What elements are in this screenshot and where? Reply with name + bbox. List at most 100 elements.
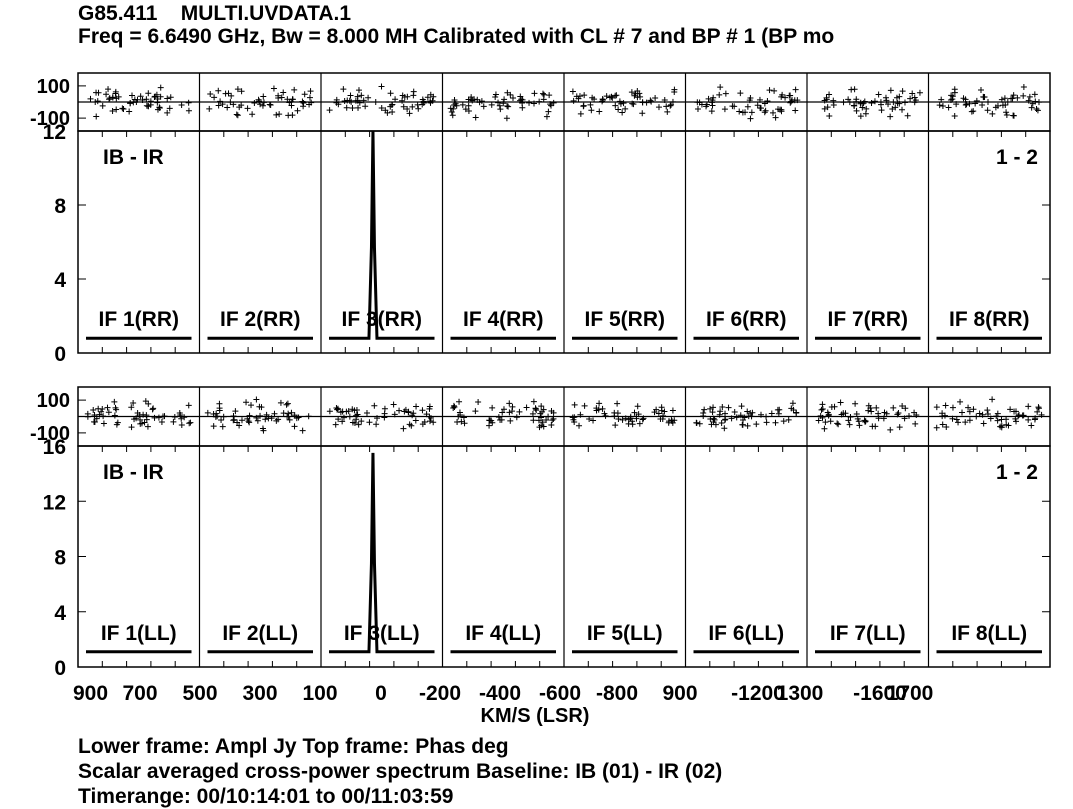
phase-point [540, 406, 547, 413]
phase-point [1025, 416, 1032, 423]
phase-point [337, 409, 344, 416]
phase-point [371, 402, 378, 409]
amp-spectrum-line [329, 452, 435, 654]
phase-point [840, 99, 847, 106]
phase-point [1010, 112, 1017, 119]
phase-point [462, 106, 469, 113]
phase-point [862, 418, 869, 425]
phase-point [360, 97, 367, 104]
phase-point [448, 109, 455, 116]
phase-point [144, 423, 151, 430]
phase-point [460, 414, 467, 421]
phase-point [459, 101, 466, 108]
header-line2: Freq = 6.6490 GHz, Bw = 8.000 MH Calibra… [78, 25, 835, 48]
phase-point [286, 416, 293, 423]
phase-point [973, 413, 980, 420]
phase-point [716, 411, 723, 418]
phase-tick-label: -100 [30, 423, 70, 445]
phase-point [461, 420, 468, 427]
x-tick-label: -1200 [731, 682, 785, 705]
phase-point [228, 92, 235, 99]
phase-point [251, 100, 258, 107]
footer-line3: Timerange: 00/10:14:01 to 00/11:03:59 [78, 785, 454, 808]
phase-point [406, 110, 413, 117]
phase-point [887, 426, 894, 433]
source-name: G85.411 [78, 2, 158, 25]
phase-point [119, 105, 126, 112]
phase-point [486, 422, 493, 429]
phase-point [701, 406, 708, 413]
phase-point [299, 98, 306, 105]
phase-point [756, 96, 763, 103]
phase-point [880, 415, 887, 422]
if-label: IF 7(RR) [828, 308, 909, 331]
phase-point [495, 99, 502, 106]
phase-point [951, 113, 958, 120]
phase-point [794, 97, 801, 104]
phase-point [90, 406, 97, 413]
phase-point [333, 404, 340, 411]
phase-point [603, 93, 610, 100]
phase-point [912, 97, 919, 104]
phase-point [218, 416, 225, 423]
phase-tick-label: 100 [37, 76, 70, 98]
phase-point [612, 102, 619, 109]
phase-point [826, 113, 833, 120]
phase-point [912, 420, 919, 427]
phase-point [412, 417, 419, 424]
phase-point [893, 94, 900, 101]
phase-point [475, 398, 482, 405]
phase-point [590, 417, 597, 424]
phase-point [939, 410, 946, 417]
phase-point [596, 108, 603, 115]
phase-point [427, 91, 434, 98]
phase-point [343, 104, 350, 111]
phase-point [530, 398, 537, 405]
phase-point [985, 99, 991, 106]
phase-point [725, 404, 732, 411]
phase-point [284, 96, 291, 103]
phase-point [640, 415, 647, 422]
phase-point [234, 86, 241, 93]
phase-point [543, 417, 550, 424]
phase-point [1034, 408, 1041, 415]
phase-point [253, 414, 260, 421]
if-label: IF 6(RR) [706, 308, 787, 331]
if-label: IF 3(LL) [344, 622, 420, 645]
phase-point [588, 107, 595, 114]
phase-point [707, 405, 714, 412]
phase-point [225, 90, 232, 97]
phase-point [757, 104, 764, 111]
phase-point [84, 410, 91, 417]
phase-point [346, 413, 353, 420]
phase-tick-label: 100 [37, 390, 70, 412]
phase-point [142, 398, 149, 405]
phase-point [700, 409, 707, 416]
phase-point [1035, 99, 1042, 106]
phase-point [1013, 408, 1019, 415]
phase-point [414, 101, 421, 108]
phase-point [354, 97, 361, 104]
phase-point [911, 94, 918, 101]
phase-point [966, 408, 973, 415]
footer-line1: Lower frame: Ampl Jy Top frame: Phas deg [78, 735, 509, 758]
phase-point [857, 113, 864, 120]
phase-point [171, 414, 178, 421]
phase-point [307, 88, 314, 95]
header-line1: G85.411 MULTI.UVDATA.1 [78, 2, 351, 26]
phase-point [301, 91, 308, 98]
phase-point [979, 411, 986, 418]
x-tick-label: 900 [73, 682, 108, 705]
phase-point [151, 414, 158, 421]
phase-point [452, 100, 459, 107]
x-tick-label: 100 [302, 682, 337, 705]
phase-point [647, 97, 654, 104]
phase-point [774, 406, 781, 413]
phase-point [358, 418, 365, 425]
phase-point [480, 103, 487, 110]
phase-point [850, 102, 857, 109]
phase-point [619, 109, 626, 116]
phase-point [856, 422, 863, 429]
phase-point [373, 421, 380, 428]
x-tick-label: 0 [375, 682, 387, 705]
